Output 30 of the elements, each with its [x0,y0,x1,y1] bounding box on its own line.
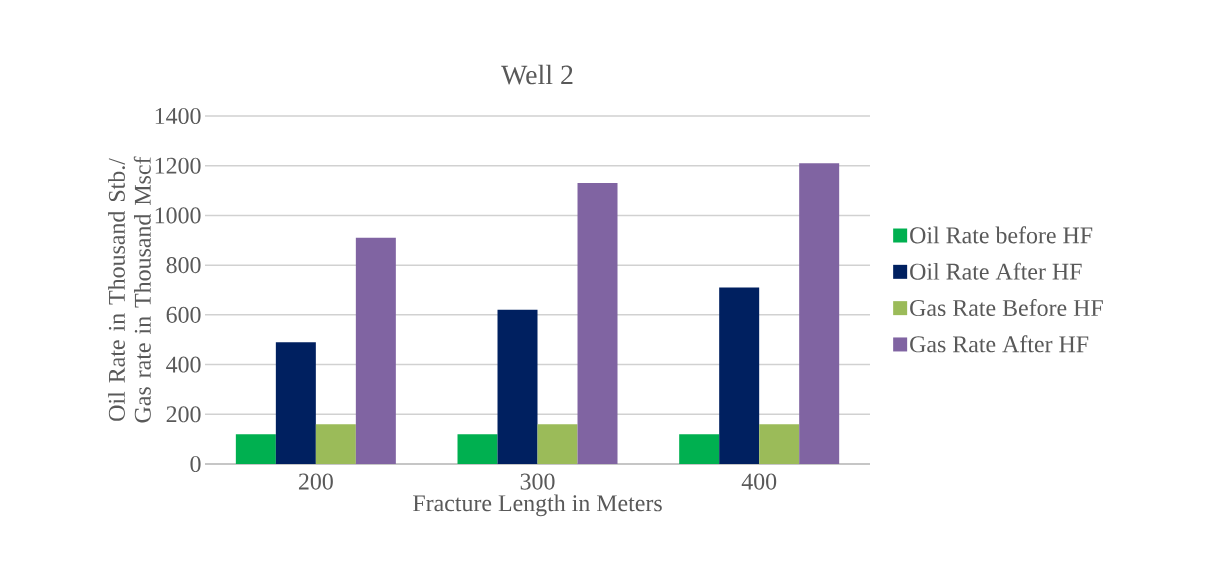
bar [577,183,618,464]
legend-label: Oil Rate After HF [910,262,1082,280]
y-tick-label: 200 [166,406,201,423]
bar [719,287,760,464]
y-tick-label: 600 [166,306,201,323]
y-tick-label: 1200 [155,157,201,174]
bar [679,434,720,464]
bar [799,163,840,464]
bar [355,237,396,464]
bar [275,342,316,464]
x-tick-label: 300 [520,473,555,490]
y-tick-label: 1400 [155,107,201,125]
y-tick-label: 400 [166,356,201,373]
y-tick-label: 1000 [155,207,201,224]
x-tick-label: 400 [741,473,777,490]
bar [759,424,800,464]
legend-label: Oil Rate before HF [910,226,1093,244]
x-axis-title: Fracture Length in Meters [413,494,662,517]
legend-label: Gas Rate Before HF [910,298,1103,317]
y-axis-title: Oil Rate in Thousand Stb./ Gas rate in Thousand Mscf [108,156,151,423]
y-tick-label: 0 [190,455,201,473]
bar [537,424,578,464]
y-tick-label: 800 [166,257,201,274]
bar [497,309,538,464]
chart-title: Well 2 [501,64,573,85]
legend-label: Gas Rate After HF [910,335,1089,353]
x-tick-label: 200 [298,473,333,490]
bar [457,434,498,464]
bar [315,424,356,464]
bar [235,434,276,464]
